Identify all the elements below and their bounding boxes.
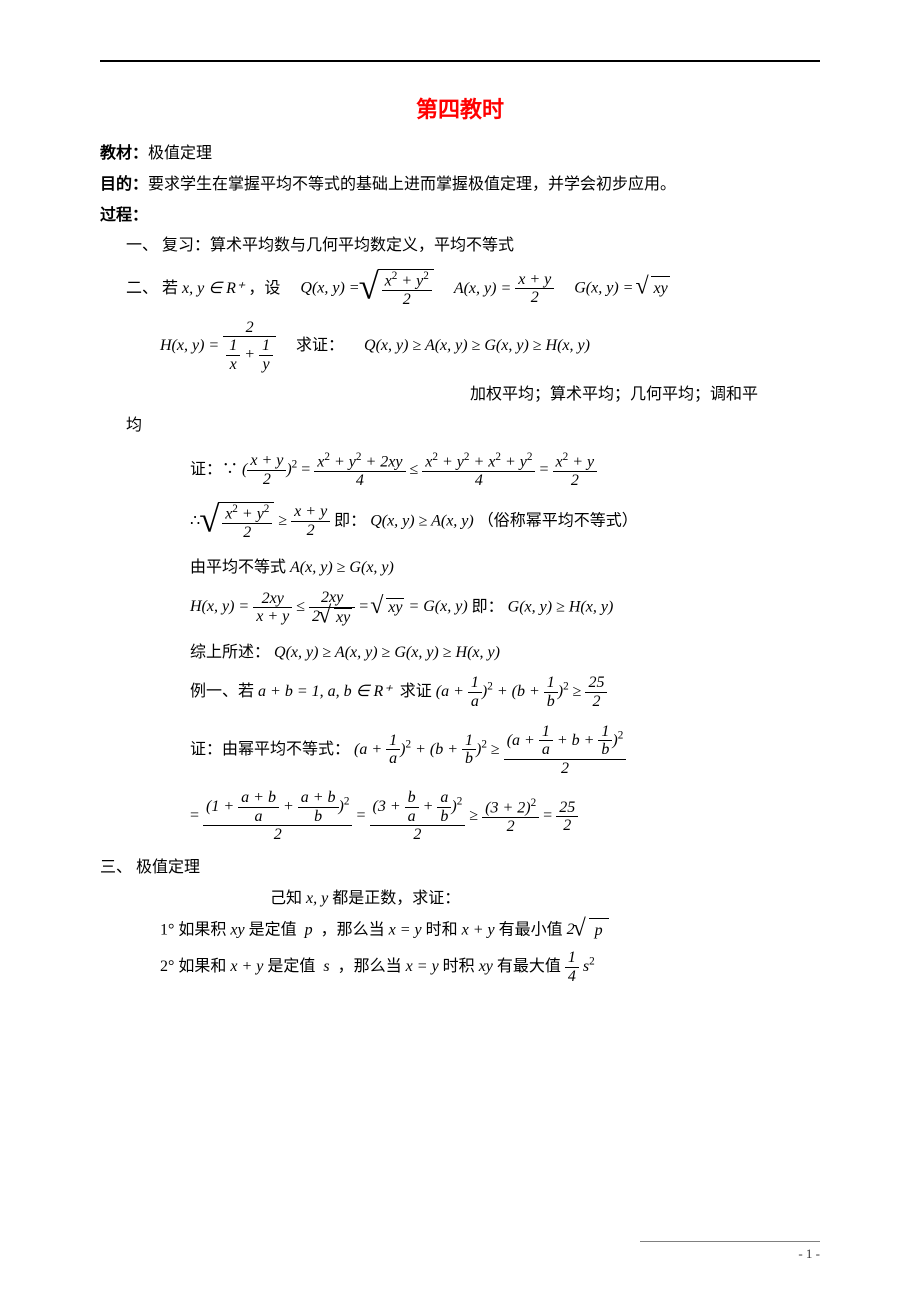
conclude-line: 综上所述： Q(x, y) ≥ A(x, y) ≥ G(x, y) ≥ H(x,… (190, 638, 820, 662)
sec3-p2: 2° 如果和 x + y 是定值 s ，那么当 x = y 时积 xy 有最大值… (100, 949, 820, 985)
objective-text: 要求学生在掌握平均不等式的基础上进而掌握极值定理，并学会初步应用。 (148, 176, 676, 193)
means-names-2: 均 (100, 414, 820, 439)
page: 第四教时 教材：极值定理 目的：要求学生在掌握平均不等式的基础上进而掌握极值定理… (0, 0, 920, 1302)
H-def-row: H(x, y) = 21x + 1y 求证： Q(x, y) ≥ A(x, y)… (100, 319, 820, 374)
sec3-intro: 己知 x, y 都是正数，求证： (100, 887, 820, 912)
example-1-proof-1: 证：由幂平均不等式： (a + 1a)2 + (b + 1b)2 ≥ (a + … (190, 723, 820, 778)
Q-def: Q(x, y) = x2 + y22 (300, 269, 433, 309)
sec2-prefix: 二、 若 x, y ∈ R⁺ ，设 (126, 277, 280, 302)
means-names: 加权平均；算术平均；几何平均；调和平 (100, 383, 820, 408)
H-def: H(x, y) = 21x + 1y (160, 319, 276, 374)
H-ineq-line: H(x, y) = 2xyx + y ≤ 2xy2xy = xy = G(x, … (190, 589, 820, 626)
A-def: A(x, y) = x + y2 (454, 271, 554, 307)
section-3: 三、 极值定理 (100, 856, 820, 881)
objective-line: 目的：要求学生在掌握平均不等式的基础上进而掌握极值定理，并学会初步应用。 (100, 173, 820, 198)
lesson-title: 第四教时 (100, 92, 820, 124)
page-footer: - 1 - (0, 1233, 920, 1262)
xy-in-R: x, y ∈ R⁺ (182, 280, 244, 297)
footer-rule (640, 1241, 820, 1242)
material-label: 教材： (100, 145, 148, 162)
example-1-proof-2: = (1 + a + ba + a + bb)2 2 = (3 + ba + a… (190, 789, 820, 844)
chain-ineq: Q(x, y) ≥ A(x, y) ≥ G(x, y) ≥ H(x, y) (364, 334, 590, 359)
page-number: - 1 - (100, 1246, 820, 1262)
material-line: 教材：极值定理 (100, 142, 820, 167)
material-text: 极值定理 (148, 145, 212, 162)
section-1: 一、 复习：算术平均数与几何平均数定义，平均不等式 (100, 234, 820, 259)
G-def: G(x, y) = xy (574, 276, 669, 302)
process-label: 过程： (100, 204, 820, 229)
proof-line-2: ∴ x2 + y22 ≥ x + y2 即： Q(x, y) ≥ A(x, y)… (190, 502, 820, 542)
by-mean-line: 由平均不等式 A(x, y) ≥ G(x, y) (190, 553, 820, 577)
prove-label: 求证： (296, 334, 344, 359)
sec3-p1: 1° 如果积 xy 是定值 p ，那么当 x = y 时和 x + y 有最小值… (100, 918, 820, 944)
objective-label: 目的： (100, 176, 148, 193)
proof-line-1: 证：∵ (x + y2)2 = x2 + y2 + 2xy4 ≤ x2 + y2… (190, 451, 820, 490)
top-rule (100, 60, 820, 62)
section-2-defs: 二、 若 x, y ∈ R⁺ ，设 Q(x, y) = x2 + y22 A(x… (100, 269, 820, 309)
example-1: 例一、若 a + b = 1, a, b ∈ R⁺ 求证 (a + 1a)2 +… (190, 674, 820, 710)
